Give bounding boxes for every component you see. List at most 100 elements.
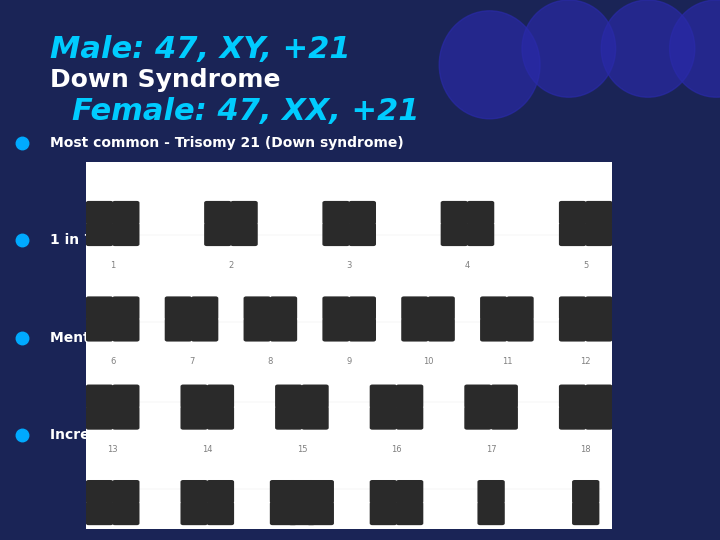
Text: 7: 7 (189, 356, 194, 366)
Text: 10: 10 (423, 356, 433, 366)
FancyBboxPatch shape (441, 201, 468, 225)
FancyBboxPatch shape (428, 296, 455, 320)
FancyBboxPatch shape (467, 222, 494, 246)
FancyBboxPatch shape (477, 480, 505, 503)
FancyBboxPatch shape (396, 384, 423, 408)
Ellipse shape (439, 11, 540, 119)
Text: 4: 4 (465, 261, 470, 270)
FancyBboxPatch shape (464, 406, 492, 430)
FancyBboxPatch shape (302, 384, 329, 408)
Text: 11: 11 (502, 356, 512, 366)
FancyBboxPatch shape (490, 406, 518, 430)
FancyBboxPatch shape (165, 318, 192, 342)
FancyBboxPatch shape (477, 502, 505, 525)
FancyBboxPatch shape (86, 201, 113, 225)
Text: 13: 13 (107, 445, 118, 454)
FancyBboxPatch shape (275, 406, 302, 430)
FancyBboxPatch shape (585, 384, 613, 408)
FancyBboxPatch shape (323, 318, 350, 342)
FancyBboxPatch shape (207, 384, 234, 408)
FancyBboxPatch shape (165, 296, 192, 320)
FancyBboxPatch shape (204, 222, 231, 246)
FancyBboxPatch shape (230, 222, 258, 246)
Text: Most common - Trisomy 21 (Down syndrome): Most common - Trisomy 21 (Down syndrome) (50, 136, 404, 150)
FancyBboxPatch shape (348, 318, 376, 342)
FancyBboxPatch shape (207, 480, 234, 503)
Text: 1 in 700 births. Extra copy of chromosome 21.: 1 in 700 births. Extra copy of chromosom… (50, 233, 413, 247)
FancyBboxPatch shape (506, 296, 534, 320)
FancyBboxPatch shape (270, 318, 297, 342)
FancyBboxPatch shape (480, 318, 508, 342)
FancyBboxPatch shape (230, 201, 258, 225)
Ellipse shape (670, 0, 720, 97)
FancyBboxPatch shape (441, 222, 468, 246)
Ellipse shape (601, 0, 695, 97)
FancyBboxPatch shape (270, 502, 297, 525)
FancyBboxPatch shape (181, 384, 208, 408)
FancyBboxPatch shape (323, 296, 350, 320)
Text: 6: 6 (110, 356, 115, 366)
FancyBboxPatch shape (396, 480, 423, 503)
FancyBboxPatch shape (243, 318, 271, 342)
FancyBboxPatch shape (369, 480, 397, 503)
FancyBboxPatch shape (275, 384, 302, 408)
FancyBboxPatch shape (191, 296, 218, 320)
FancyBboxPatch shape (396, 406, 423, 430)
FancyBboxPatch shape (270, 296, 297, 320)
FancyBboxPatch shape (585, 318, 613, 342)
FancyBboxPatch shape (86, 162, 612, 529)
FancyBboxPatch shape (181, 406, 208, 430)
FancyBboxPatch shape (243, 296, 271, 320)
FancyBboxPatch shape (585, 222, 613, 246)
FancyBboxPatch shape (559, 296, 586, 320)
Text: 12: 12 (580, 356, 591, 366)
FancyBboxPatch shape (464, 384, 492, 408)
FancyBboxPatch shape (323, 222, 350, 246)
FancyBboxPatch shape (181, 480, 208, 503)
FancyBboxPatch shape (207, 406, 234, 430)
Text: 1: 1 (110, 261, 115, 270)
FancyBboxPatch shape (401, 296, 428, 320)
FancyBboxPatch shape (369, 406, 397, 430)
Text: 5: 5 (583, 261, 588, 270)
Ellipse shape (522, 0, 616, 97)
Text: Down Syndrome: Down Syndrome (50, 68, 281, 91)
Text: 8: 8 (268, 356, 273, 366)
FancyBboxPatch shape (112, 502, 140, 525)
FancyBboxPatch shape (585, 296, 613, 320)
Text: 18: 18 (580, 445, 591, 454)
FancyBboxPatch shape (585, 201, 613, 225)
FancyBboxPatch shape (270, 480, 297, 503)
FancyBboxPatch shape (112, 318, 140, 342)
FancyBboxPatch shape (348, 201, 376, 225)
FancyBboxPatch shape (585, 406, 613, 430)
Text: 14: 14 (202, 445, 212, 454)
FancyBboxPatch shape (369, 384, 397, 408)
FancyBboxPatch shape (307, 502, 334, 525)
FancyBboxPatch shape (323, 201, 350, 225)
FancyBboxPatch shape (480, 296, 508, 320)
FancyBboxPatch shape (572, 502, 599, 525)
FancyBboxPatch shape (86, 296, 113, 320)
FancyBboxPatch shape (428, 318, 455, 342)
FancyBboxPatch shape (112, 406, 140, 430)
FancyBboxPatch shape (288, 480, 315, 503)
Text: 9: 9 (346, 356, 352, 366)
FancyBboxPatch shape (559, 384, 586, 408)
FancyBboxPatch shape (467, 201, 494, 225)
FancyBboxPatch shape (559, 318, 586, 342)
FancyBboxPatch shape (490, 384, 518, 408)
FancyBboxPatch shape (302, 406, 329, 430)
Text: 2: 2 (228, 261, 233, 270)
FancyBboxPatch shape (572, 480, 599, 503)
Text: 16: 16 (391, 445, 402, 454)
Text: 3: 3 (346, 261, 352, 270)
Text: Increased risk of leukemia. Heart defects.: Increased risk of leukemia. Heart defect… (50, 428, 379, 442)
FancyBboxPatch shape (396, 502, 423, 525)
FancyBboxPatch shape (112, 384, 140, 408)
FancyBboxPatch shape (112, 296, 140, 320)
Text: Male: 47, XY, +21: Male: 47, XY, +21 (50, 35, 351, 64)
FancyBboxPatch shape (559, 201, 586, 225)
FancyBboxPatch shape (348, 222, 376, 246)
FancyBboxPatch shape (559, 406, 586, 430)
